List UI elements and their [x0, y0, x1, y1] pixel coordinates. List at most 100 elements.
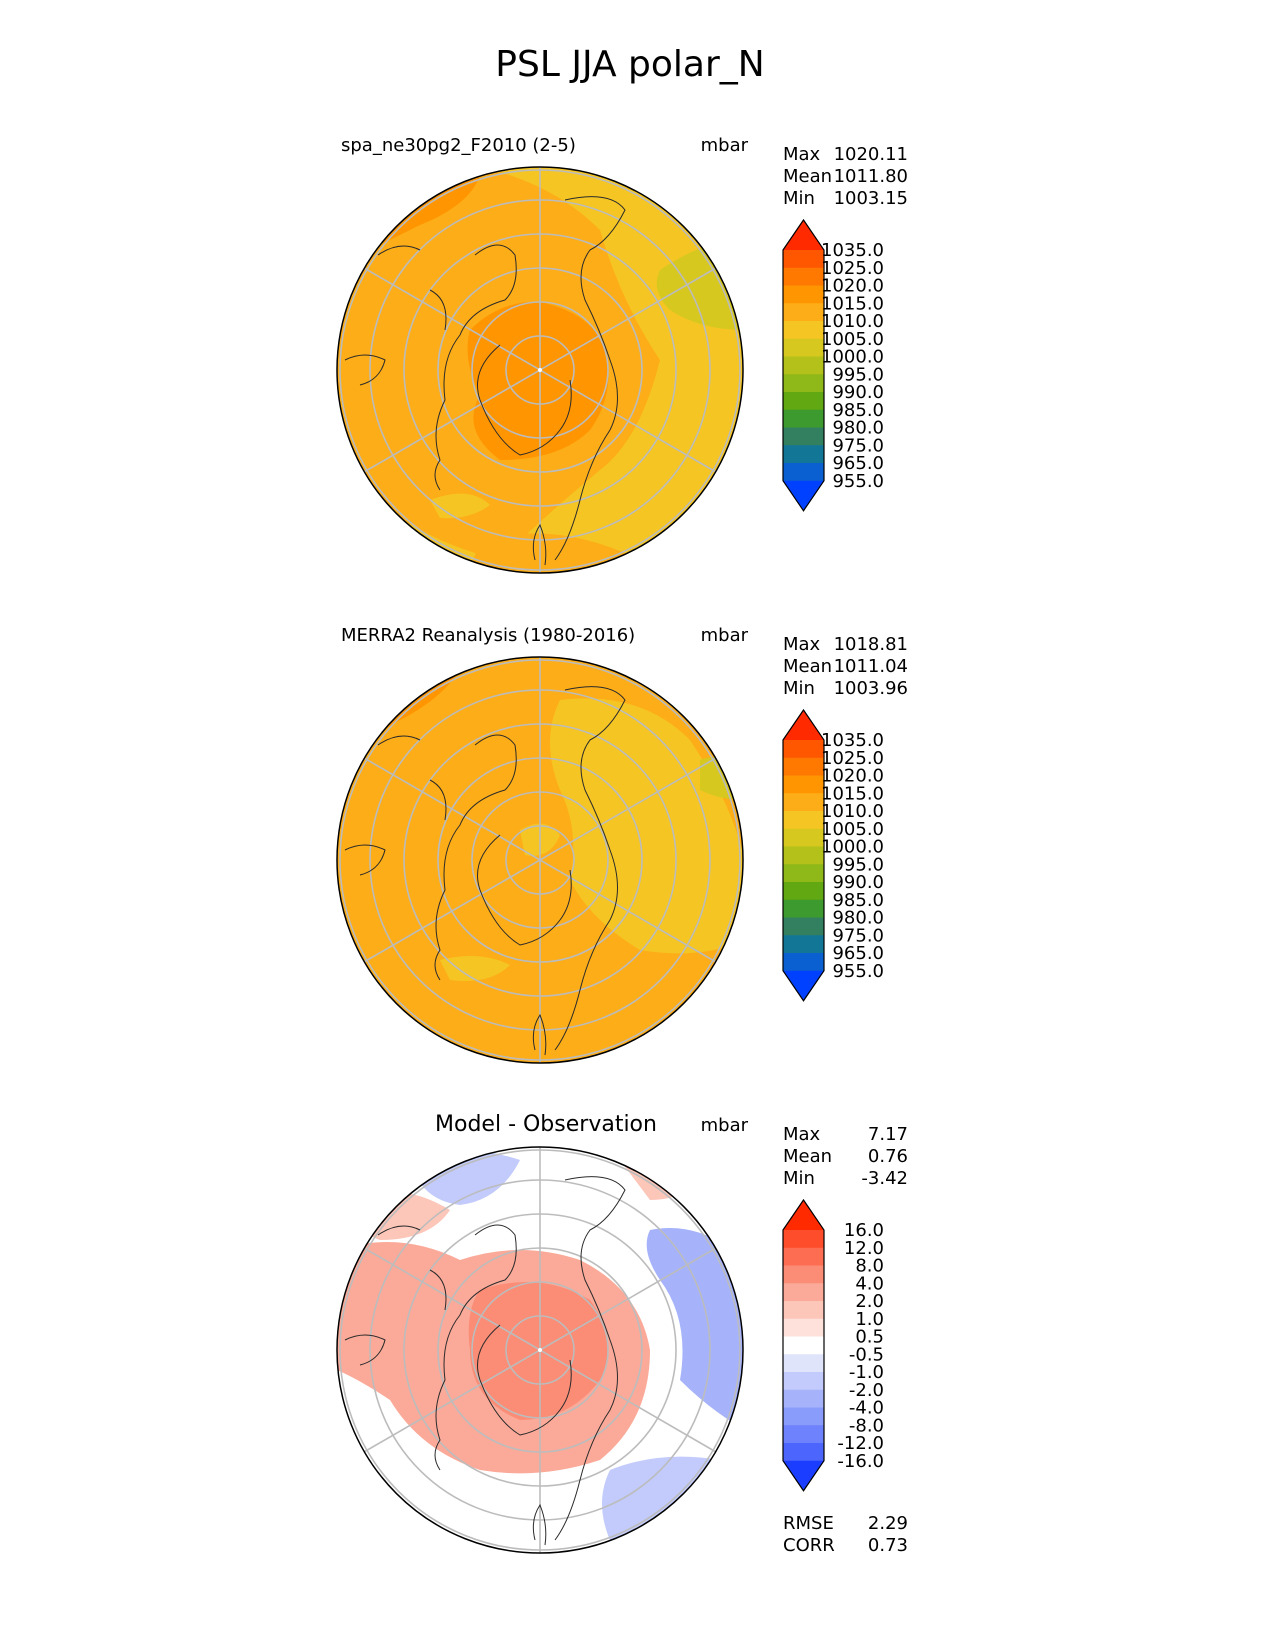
stat-label: Max: [783, 1124, 821, 1145]
field-region: [467, 301, 609, 460]
colorbar-extend-bottom: [783, 480, 824, 511]
colorbar-tick-label: -0.5: [849, 1344, 884, 1365]
extra-stats: RMSE 2.29 CORR 0.73: [783, 1513, 908, 1556]
colorbar-tick-label: -8.0: [849, 1415, 884, 1436]
figure-title: PSL JJA polar_N: [495, 44, 764, 85]
colorbar-segment: [783, 899, 824, 919]
colorbar-segment: [783, 1407, 824, 1426]
graticule: [339, 657, 741, 1063]
colorbar-segment: [783, 338, 824, 358]
colorbar-tick-label: -4.0: [849, 1398, 884, 1419]
colorbar-tick-label: 980.0: [832, 908, 884, 929]
colorbar-segment: [783, 1336, 824, 1355]
colorbar-segment: [783, 392, 824, 411]
pole-marker: [538, 368, 542, 372]
coastlines: [344, 1176, 626, 1546]
colorbar-tick-label: -1.0: [849, 1362, 884, 1383]
colorbar-tick-label: 990.0: [832, 382, 884, 403]
colorbar-tick-label: -16.0: [837, 1451, 884, 1472]
field-region: [460, 533, 640, 573]
colorbar-tick-label: -2.0: [849, 1380, 884, 1401]
stat-label: RMSE: [783, 1513, 834, 1534]
colorbar-segment: [783, 321, 824, 340]
colorbar-segment: [783, 463, 824, 482]
stat-value: 2.29: [868, 1513, 908, 1534]
colorbar-tick-label: -12.0: [837, 1433, 884, 1454]
panel-observation: MERRA2 Reanalysis (1980-2016) mbar Max 1…: [336, 625, 908, 1064]
panel-units: mbar: [701, 135, 749, 156]
colorbar-outline: [782, 218, 825, 512]
colorbar-tick-label: 0.5: [855, 1327, 884, 1348]
colorbar-segment: [783, 1354, 824, 1373]
stat-label: CORR: [783, 1535, 835, 1556]
stat-value: -3.42: [861, 1168, 908, 1189]
field-region: [646, 1228, 743, 1430]
colorbar: 1035.01025.01020.01015.01010.01005.01000…: [782, 708, 884, 1002]
colorbar-segment: [783, 864, 824, 883]
colorbar-segment: [783, 374, 824, 393]
colorbar-outline: [782, 1198, 825, 1492]
panel-units: mbar: [701, 625, 749, 646]
colorbar-extend-top: [783, 710, 824, 740]
colorbar-extend-top: [783, 220, 824, 250]
map-border: [336, 656, 744, 1064]
colorbar-segment: [783, 356, 824, 375]
colorbar-segment: [783, 775, 824, 794]
colorbar-segment: [783, 1372, 824, 1391]
colorbar-segment: [783, 1443, 824, 1462]
colorbar-tick-label: 1015.0: [821, 293, 884, 314]
colorbar-tick-label: 16.0: [844, 1220, 884, 1241]
colorbar-tick-label: 1035.0: [821, 240, 884, 261]
colorbar-tick-label: 1000.0: [821, 347, 884, 368]
colorbar-tick-label: 955.0: [832, 471, 884, 492]
colorbar-tick-label: 1035.0: [821, 730, 884, 751]
stat-label: Min: [783, 188, 815, 209]
colorbar-segment: [783, 882, 824, 901]
map-border: [336, 166, 744, 574]
colorbar-extend-bottom: [783, 970, 824, 1001]
colorbar-tick-label: 12.0: [844, 1238, 884, 1259]
colorbar-tick-label: 955.0: [832, 961, 884, 982]
colorbar-segment: [783, 1230, 824, 1249]
colorbar-segment: [783, 1283, 824, 1302]
panel-title: Model - Observation: [435, 1112, 657, 1137]
colorbar-outline: [782, 708, 825, 1002]
stat-label: Mean: [783, 166, 832, 187]
colorbar-segment: [783, 793, 824, 812]
stat-value: 1020.11: [834, 144, 908, 165]
colorbar-tick-label: 1010.0: [821, 311, 884, 332]
colorbar-tick-label: 985.0: [832, 400, 884, 421]
colorbar-tick-label: 1020.0: [821, 766, 884, 787]
colorbar-tick-label: 1005.0: [821, 819, 884, 840]
colorbar-segment: [783, 1301, 824, 1320]
colorbar-segment: [783, 303, 824, 322]
stat-label: Mean: [783, 1146, 832, 1167]
stat-label: Min: [783, 678, 815, 699]
colorbar-tick-label: 8.0: [855, 1256, 884, 1277]
panel-difference: Model - Observation mbar Max 7.17 Mean 0…: [336, 1112, 908, 1556]
stat-label: Max: [783, 144, 821, 165]
stat-value: 0.73: [868, 1535, 908, 1556]
stat-value: 1011.80: [834, 166, 908, 187]
colorbar-segment: [783, 427, 824, 446]
stat-value: 1003.15: [834, 188, 908, 209]
field-region: [430, 493, 490, 519]
colorbar-tick-label: 965.0: [832, 943, 884, 964]
colorbar-tick-label: 985.0: [832, 890, 884, 911]
panel-title: MERRA2 Reanalysis (1980-2016): [341, 625, 635, 646]
colorbar-tick-label: 995.0: [832, 364, 884, 385]
colorbar-segment: [783, 1318, 824, 1338]
colorbar-extend-bottom: [783, 1460, 824, 1491]
colorbar-tick-label: 1015.0: [821, 783, 884, 804]
colorbar-segment: [783, 1247, 824, 1267]
colorbar-segment: [783, 846, 824, 865]
stat-value: 1003.96: [834, 678, 908, 699]
colorbar-extend-top: [783, 1200, 824, 1230]
panel-title: spa_ne30pg2_F2010 (2-5): [341, 135, 576, 156]
colorbar-segment: [783, 917, 824, 936]
colorbar-tick-label: 1020.0: [821, 276, 884, 297]
colorbar-tick-label: 1025.0: [821, 258, 884, 279]
colorbar-segment: [783, 250, 824, 269]
coastlines: [344, 686, 626, 1056]
colorbar-segment: [783, 285, 824, 304]
